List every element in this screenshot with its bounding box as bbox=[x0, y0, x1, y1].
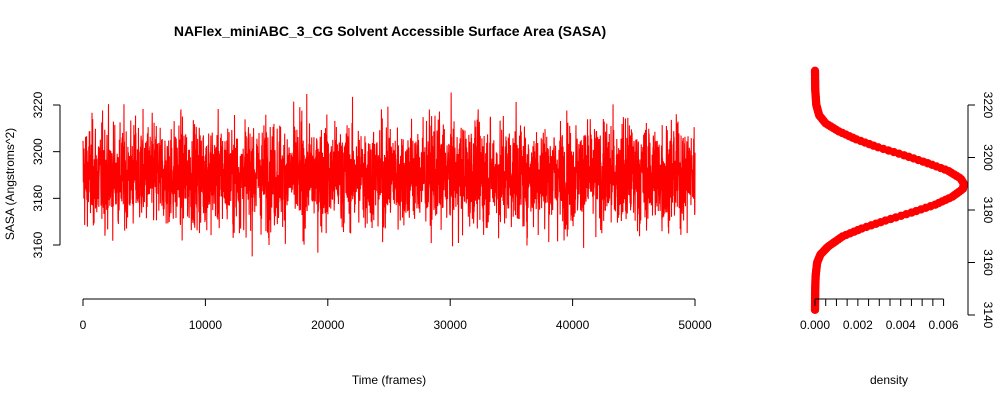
timeseries-y-tick-label: 3200 bbox=[31, 138, 45, 165]
timeseries-x-axis: 0 10000 20000 30000 40000 50000 bbox=[80, 298, 712, 332]
density-y-tick-label: 3220 bbox=[981, 92, 995, 119]
timeseries-x-tick-label: 10000 bbox=[189, 318, 223, 332]
timeseries-line bbox=[82, 92, 696, 257]
density-x-tick-label: 0.002 bbox=[843, 318, 873, 332]
timeseries-y-tick-label: 3220 bbox=[31, 91, 45, 118]
density-y-tick-label: 3140 bbox=[981, 302, 995, 329]
density-x-tick-label: 0.006 bbox=[929, 318, 959, 332]
density-y-axis: 3140 3160 3180 3200 3220 bbox=[967, 92, 995, 329]
density-x-axis: 0.000 0.002 0.004 0.006 bbox=[800, 298, 959, 332]
timeseries-x-label: Time (frames) bbox=[352, 373, 426, 387]
timeseries-x-tick-label: 30000 bbox=[434, 318, 468, 332]
timeseries-panel: 0 10000 20000 30000 40000 50000 3160318032003… bbox=[3, 91, 712, 387]
timeseries-x-tick-label: 0 bbox=[80, 318, 87, 332]
timeseries-y-tick-label: 3180 bbox=[31, 185, 45, 212]
density-series-path bbox=[814, 70, 965, 310]
timeseries-x-tick-label: 50000 bbox=[678, 318, 712, 332]
timeseries-series-path bbox=[82, 92, 696, 257]
density-curve bbox=[810, 66, 969, 314]
density-panel: 0.000 0.002 0.004 0.006 3140 3160 3180 3200 322… bbox=[800, 66, 995, 387]
timeseries-y-tick-label: 3160 bbox=[31, 231, 45, 258]
density-y-tick-label: 3180 bbox=[981, 197, 995, 224]
density-x-tick-label: 0.004 bbox=[886, 318, 916, 332]
timeseries-x-tick-label: 40000 bbox=[556, 318, 590, 332]
density-y-tick-label: 3160 bbox=[981, 249, 995, 276]
density-x-label: density bbox=[870, 373, 908, 387]
timeseries-y-axis: 3160 3180 3200 3220 bbox=[31, 91, 61, 258]
density-y-tick-label: 3200 bbox=[981, 144, 995, 171]
timeseries-y-label: SASA (Angstroms^2) bbox=[3, 128, 17, 240]
density-x-tick-label: 0.000 bbox=[800, 318, 830, 332]
chart-title: NAFlex_miniABC_3_CG Solvent Accessible S… bbox=[174, 23, 606, 39]
density-point bbox=[810, 66, 820, 76]
timeseries-x-tick-label: 20000 bbox=[311, 318, 345, 332]
